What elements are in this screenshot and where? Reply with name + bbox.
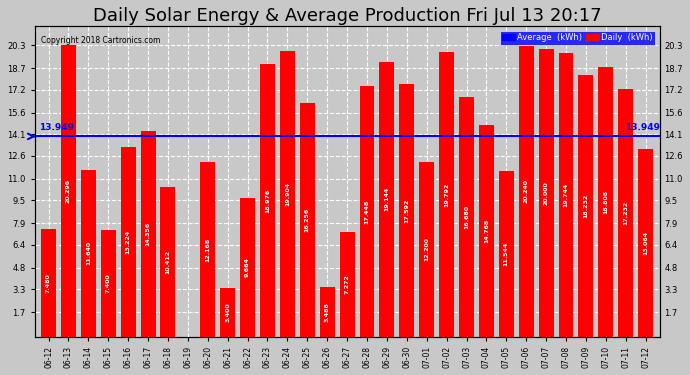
Bar: [280, 51, 295, 337]
Bar: [161, 187, 175, 337]
Text: 19.144: 19.144: [384, 187, 389, 211]
Bar: [240, 198, 255, 337]
Bar: [300, 103, 315, 337]
Text: 13.949: 13.949: [39, 123, 74, 132]
Bar: [539, 50, 553, 337]
Text: 18.232: 18.232: [584, 194, 589, 218]
Bar: [101, 231, 116, 337]
Text: 3.488: 3.488: [325, 302, 330, 322]
Text: 16.256: 16.256: [305, 208, 310, 232]
Bar: [519, 46, 533, 337]
Text: 18.976: 18.976: [265, 188, 270, 213]
Text: 12.200: 12.200: [424, 237, 429, 261]
Bar: [598, 67, 613, 337]
Bar: [420, 162, 434, 337]
Text: 20.240: 20.240: [524, 179, 529, 203]
Text: 13.949: 13.949: [624, 123, 660, 132]
Bar: [400, 84, 414, 337]
Bar: [141, 130, 155, 337]
Text: 19.904: 19.904: [285, 182, 290, 206]
Text: 14.356: 14.356: [146, 222, 150, 246]
Text: 17.448: 17.448: [364, 200, 369, 223]
Text: 19.792: 19.792: [444, 183, 449, 207]
Bar: [319, 286, 335, 337]
Bar: [220, 288, 235, 337]
Text: 16.680: 16.680: [464, 205, 469, 229]
Bar: [439, 53, 454, 337]
Title: Daily Solar Energy & Average Production Fri Jul 13 20:17: Daily Solar Energy & Average Production …: [92, 7, 602, 25]
Bar: [459, 97, 474, 337]
Text: 11.640: 11.640: [86, 241, 91, 265]
Text: 19.744: 19.744: [564, 183, 569, 207]
Text: 10.412: 10.412: [166, 250, 170, 274]
Text: 17.592: 17.592: [404, 198, 409, 222]
Bar: [200, 162, 215, 337]
Text: 7.480: 7.480: [46, 273, 51, 293]
Text: 20.000: 20.000: [544, 181, 549, 205]
Text: 17.232: 17.232: [623, 201, 628, 225]
Bar: [499, 171, 514, 337]
Bar: [41, 230, 56, 337]
Legend: Average  (kWh), Daily  (kWh): Average (kWh), Daily (kWh): [500, 31, 656, 45]
Text: 7.400: 7.400: [106, 274, 110, 294]
Bar: [479, 124, 494, 337]
Text: 18.808: 18.808: [603, 190, 609, 214]
Text: 14.768: 14.768: [484, 219, 489, 243]
Bar: [618, 89, 633, 337]
Text: 3.400: 3.400: [225, 303, 230, 322]
Bar: [81, 170, 96, 337]
Bar: [578, 75, 593, 337]
Bar: [638, 149, 653, 337]
Text: 20.296: 20.296: [66, 179, 71, 203]
Text: 13.224: 13.224: [126, 230, 130, 254]
Bar: [121, 147, 136, 337]
Text: 11.544: 11.544: [504, 242, 509, 266]
Text: 12.168: 12.168: [205, 237, 210, 261]
Bar: [559, 53, 573, 337]
Bar: [260, 64, 275, 337]
Bar: [61, 45, 76, 337]
Bar: [380, 62, 395, 337]
Bar: [339, 232, 355, 337]
Text: Copyright 2018 Cartronics.com: Copyright 2018 Cartronics.com: [41, 36, 160, 45]
Text: 7.272: 7.272: [344, 274, 350, 294]
Text: 13.064: 13.064: [643, 231, 648, 255]
Text: 9.664: 9.664: [245, 257, 250, 277]
Bar: [359, 86, 375, 337]
